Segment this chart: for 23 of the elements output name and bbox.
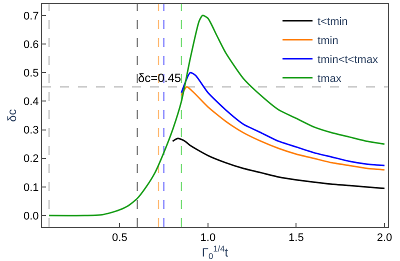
x-tick-label: 1.0: [200, 232, 216, 244]
y-tick-label: 0.7: [24, 10, 39, 22]
line-series: [180, 86, 386, 171]
y-tick-label: 0.1: [24, 182, 39, 194]
legend-label: t<tmin: [318, 16, 348, 28]
y-tick-label: 0.5: [24, 67, 39, 80]
y-axis-title: δc: [4, 109, 19, 122]
line-series: [48, 14, 386, 216]
y-tick-label: 0.6: [24, 38, 39, 51]
legend-label: tmax: [318, 73, 342, 86]
x-tick-label: 2.0: [376, 232, 392, 244]
line-series: [172, 138, 386, 190]
x-axis-title: Γ$_{0}$$^{1/4}$t: [202, 243, 229, 261]
line-series: [180, 72, 386, 166]
legend-label: tmin: [318, 35, 338, 48]
y-tick-label: 0.0: [24, 210, 39, 222]
x-tick-label: 0.5: [112, 232, 128, 244]
x-tick-label: 1.5: [288, 232, 304, 244]
y-tick-label: 0.4: [24, 96, 39, 108]
ref-line-label: δc=0.45: [138, 71, 182, 85]
legend-label: tmin<t<tmax: [318, 54, 379, 66]
y-tick-label: 0.2: [24, 153, 39, 166]
y-tick-label: 0.3: [24, 124, 39, 137]
